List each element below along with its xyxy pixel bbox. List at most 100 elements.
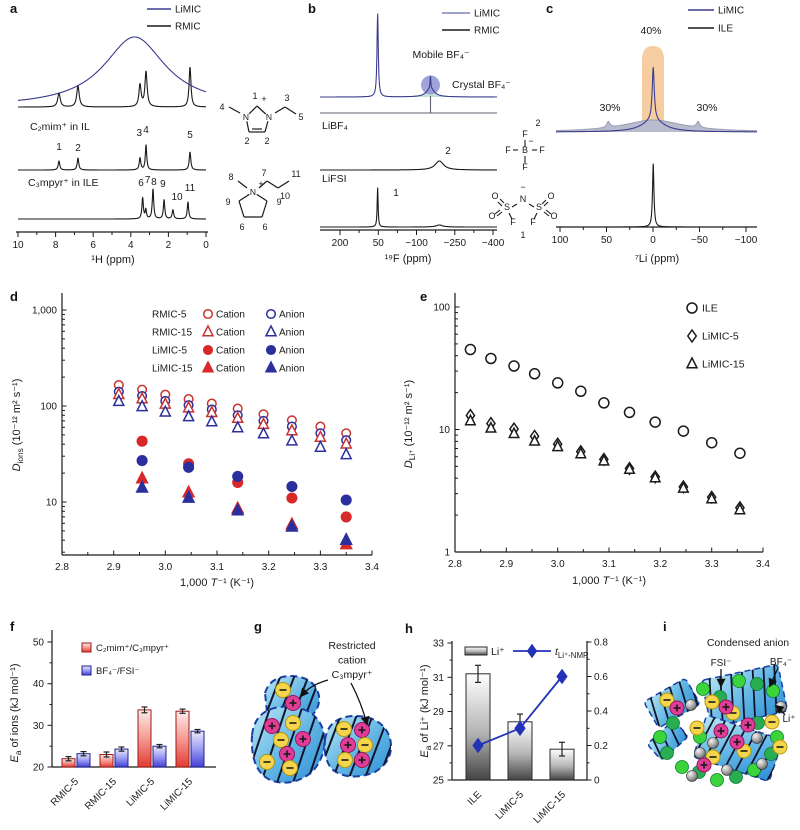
x-tick-label: 3.0	[551, 559, 565, 570]
label-part: 9	[276, 197, 281, 207]
x-tick-label: 2	[166, 240, 172, 251]
y-tick-label: 40	[33, 679, 45, 690]
charge-label: −	[520, 182, 525, 192]
x-axis-label: 1,000 T⁻¹ (K⁻¹)	[572, 575, 646, 587]
label-part: 2	[166, 240, 172, 251]
num-label: 5	[298, 112, 303, 122]
fsi-structure: N−S SO OO OF F1	[488, 182, 557, 240]
x-tick-label: 3.2	[653, 559, 667, 570]
num-label: 4	[219, 102, 224, 112]
bond	[497, 201, 503, 207]
label-part: LiMIC-15	[532, 789, 569, 826]
label-part: LiMIC	[718, 6, 744, 17]
panel-e: 1 10 100 2.8 2.9 3.0 3.1 3.2 3.3 3.4 1,000 T⁻¹ (K⁻…	[403, 293, 770, 587]
marker-circle	[464, 343, 477, 356]
marker-triangle	[135, 479, 149, 493]
annotation-line: Restricted	[328, 640, 375, 652]
label-part: 0.6	[594, 672, 608, 683]
label-part: 50	[601, 235, 613, 246]
marker-triangle	[733, 502, 746, 515]
label-part: Anion	[279, 364, 305, 375]
label-part: 27	[433, 741, 445, 752]
limic-trace	[319, 13, 498, 98]
li-ion-sphere	[707, 737, 719, 749]
peak-label: 9	[160, 179, 166, 190]
atom-F: F	[505, 145, 511, 155]
atom-F: F	[522, 129, 528, 139]
label-part: RMIC-5	[49, 776, 81, 808]
fsi-anion-circle	[729, 770, 743, 784]
y-tick-label-right: 0	[594, 776, 600, 787]
layer-line	[751, 665, 757, 723]
atom-B: B	[522, 145, 528, 155]
atom-O: O	[550, 211, 557, 221]
x-tick-label: 2.8	[55, 562, 69, 573]
marker-triangle	[231, 502, 245, 516]
y-axis-label: Ea of Li⁺ (kJ mol⁻¹)	[419, 664, 433, 757]
label-part: Cation	[216, 310, 245, 321]
label-part: N	[243, 112, 249, 122]
label-part: 0	[203, 240, 209, 251]
panel-g: Restricted cation C₃mpyr⁺	[250, 640, 392, 784]
ile-trace	[555, 163, 758, 228]
marker-circle	[705, 436, 718, 449]
series-limic-15-anion	[135, 479, 353, 546]
legend-label: LiMIC-5	[702, 331, 739, 343]
annotation-crystal: Crystal BF₄⁻	[452, 79, 511, 91]
label-part: N	[266, 112, 272, 122]
charge-label: +	[261, 94, 266, 104]
label-part: O	[491, 191, 498, 201]
bond	[541, 199, 547, 205]
y-axis-label: Dions (10⁻¹² m² s⁻¹)	[11, 379, 25, 472]
legend-cation: Cation	[216, 364, 245, 375]
li-ion-sphere	[751, 732, 763, 744]
label-part: 11	[291, 169, 300, 179]
label-part: 25	[433, 776, 445, 787]
label-part: 3.0	[551, 559, 565, 570]
y-tick-label: 100	[40, 402, 57, 413]
label-part: −100	[735, 235, 758, 246]
label-part: 0.8	[594, 638, 608, 649]
label-part: 5	[187, 130, 193, 141]
atom-F: F	[522, 162, 528, 172]
layer-line	[650, 734, 666, 761]
label-part: −	[520, 182, 525, 192]
x-tick-label: 10	[12, 240, 24, 251]
bond	[533, 212, 538, 220]
label-part: (10⁻¹² m² s⁻¹)	[11, 379, 23, 449]
panel-c: 100 50 0 −50 −100 ⁷Li (ppm) LiMIC ILE 40% 30% 30%	[552, 6, 758, 266]
label-part: Cation	[216, 346, 245, 357]
label-part: 0	[594, 776, 600, 787]
bond	[543, 211, 550, 217]
y-tick-label-right: 0.2	[594, 741, 608, 752]
annotation-30pct: 30%	[696, 102, 717, 114]
series-limic-5-anion	[136, 455, 352, 506]
x-tick-label: 3.2	[262, 562, 276, 573]
label-part: 3.4	[365, 562, 379, 573]
atom-S: S	[536, 202, 542, 212]
legend-anion: Anion	[279, 364, 305, 375]
x-tick-label: 200	[332, 238, 349, 249]
category-label: RMIC-5	[49, 776, 81, 808]
bond	[508, 212, 513, 220]
marker-triangle	[201, 360, 215, 373]
label-part: of ions (kJ mol⁻¹)	[9, 663, 21, 750]
central-band-shading	[642, 46, 664, 132]
x-tick-label: −250	[444, 238, 467, 249]
label-part: a	[424, 745, 433, 750]
label-part: Li⁺	[491, 646, 505, 658]
label-part: 1	[393, 188, 399, 199]
label-part: 7	[261, 168, 266, 178]
label-part: +	[258, 179, 263, 189]
annotation-bf4: BF₄⁻	[770, 657, 792, 668]
peak-label: 5	[187, 130, 193, 141]
marker-triangle	[574, 446, 587, 459]
label-part: 33	[433, 639, 445, 650]
label-part: Anion	[279, 328, 305, 339]
atom-bg	[248, 187, 258, 197]
label-part: 10	[439, 425, 451, 436]
peak-label: 4	[143, 125, 149, 136]
label-part: ILE	[718, 24, 733, 35]
